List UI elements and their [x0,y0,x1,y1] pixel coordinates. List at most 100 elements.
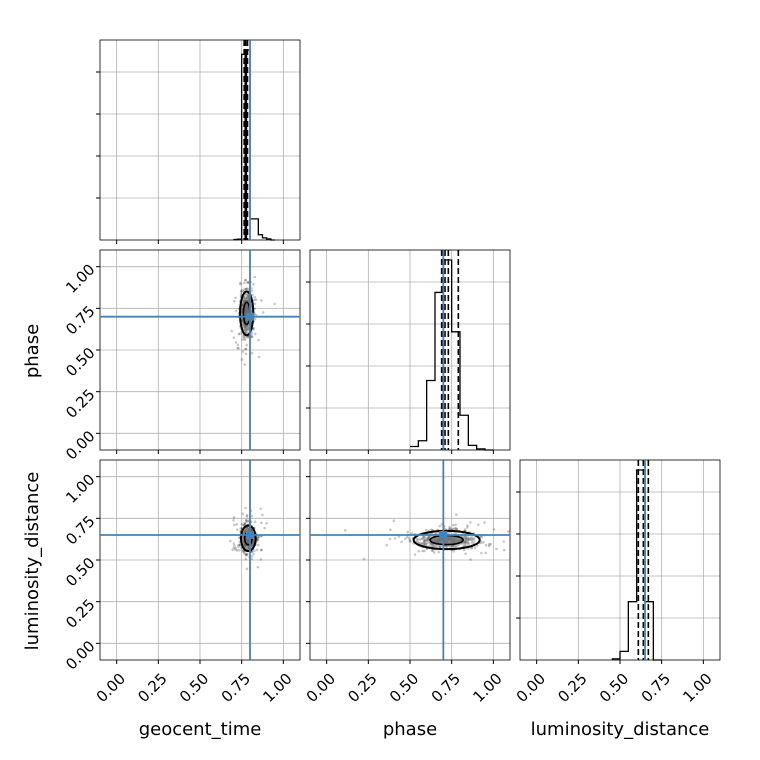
sample-point [423,536,427,540]
sample-point [447,531,450,535]
sample-point [463,541,466,544]
sample-point [425,538,428,542]
sample-point [257,338,260,342]
sample-point [438,524,442,528]
sample-point [422,538,426,542]
sample-point [245,325,249,329]
histogram-step [233,49,275,241]
sample-point [439,545,442,548]
sample-point [242,328,246,331]
sample-point [234,341,238,344]
sample-point [250,335,254,339]
sample-point [462,544,466,548]
sample-point [238,543,242,547]
sample-point [235,549,239,552]
sample-point [422,535,426,539]
sample-point [438,545,442,549]
sample-point [237,332,241,336]
sample-point [422,541,426,545]
sample-point [244,544,247,547]
sample-point [250,528,253,532]
sample-point [484,543,488,547]
sample-point [448,527,452,531]
sample-point [432,544,435,548]
sample-point [431,549,435,553]
xlabel-luminosity-distance: luminosity_distance [531,719,710,740]
sample-point [415,537,419,541]
sample-point [237,545,240,548]
sample-point [487,544,491,548]
sample-point [245,553,249,556]
sample-point [244,347,248,350]
sample-point [466,541,469,545]
tick-label-y: 1.00 [62,470,98,506]
sample-point [241,535,245,539]
sample-point [239,282,242,286]
tick-labels: 0.00 0.25 0.50 0.75 1.00 0.00 0.25 0.50 0.75 1.00… [62,260,716,706]
sample-point [244,528,248,532]
sample-point [243,552,246,555]
sample-point [492,528,496,531]
sample-point [246,548,250,551]
sample-point [246,298,250,302]
sample-point [472,537,475,541]
sample-point [230,329,234,333]
sample-point [253,520,257,524]
sample-point [253,549,256,553]
sample-point [343,529,347,532]
sample-point [424,540,427,543]
sample-point [455,528,459,531]
sample-point [253,332,257,336]
sample-point [427,541,431,545]
sample-point [243,326,247,329]
sample-point [422,542,425,545]
sample-point [429,544,432,547]
sample-point [242,298,246,301]
sample-point [245,293,249,297]
sample-point [257,535,260,539]
sample-point [430,548,434,552]
sample-point [453,545,457,549]
sample-point [426,537,430,541]
sample-point [546,551,549,554]
sample-point [242,296,246,299]
sample-point [244,278,248,282]
sample-point [246,280,250,284]
sample-point [263,526,266,530]
sample-point [242,298,245,302]
sample-point [260,521,263,525]
tick-label-y: 0.25 [62,385,98,421]
sample-point [244,557,248,561]
sample-point [246,327,250,330]
sample-point [464,536,468,540]
sample-point [463,540,466,544]
ylabel-phase: phase [22,324,43,378]
sample-point [253,302,257,306]
sample-point [487,543,491,546]
sample-point [243,363,247,366]
sample-point [235,522,239,526]
sample-point [243,325,246,328]
sample-point [233,299,236,303]
sample-point [469,558,472,561]
sample-point [448,525,451,529]
sample-point [464,540,468,543]
sample-point [424,543,428,546]
sample-point [453,527,457,531]
sample-point [242,299,246,303]
sample-point [467,538,471,542]
sample-point [232,336,236,339]
sample-point [232,518,235,522]
sample-point [243,529,247,533]
sample-point [242,335,245,339]
sample-point [234,546,237,550]
sample-point [467,542,471,545]
truth-marker [246,531,254,539]
tick-label-y: 0.50 [62,344,98,380]
sample-point [241,300,245,303]
sample-point [252,538,255,542]
sample-point [418,538,422,542]
sample-point [250,514,254,518]
sample-point [237,346,240,350]
